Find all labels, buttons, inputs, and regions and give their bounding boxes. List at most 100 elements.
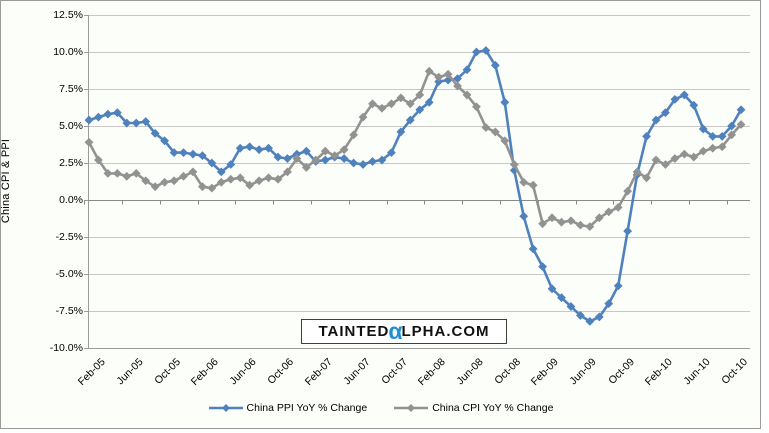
data-point-ppi (415, 105, 425, 115)
data-point-ppi (566, 302, 576, 311)
data-point-cpi (207, 183, 217, 193)
data-point-cpi (727, 130, 736, 140)
data-point-cpi (689, 152, 699, 162)
data-point-cpi (453, 81, 462, 91)
data-point-cpi (679, 149, 689, 159)
data-point-ppi (84, 115, 94, 125)
y-tick-label: -2.5% (55, 231, 83, 243)
data-point-cpi (283, 167, 292, 177)
data-point-cpi (311, 155, 321, 165)
data-point-ppi (368, 157, 377, 166)
data-point-cpi (708, 143, 718, 153)
data-point-ppi (254, 145, 264, 155)
data-point-cpi (717, 142, 727, 152)
data-point-cpi (216, 177, 226, 187)
data-point-cpi (94, 155, 103, 165)
data-point-cpi (368, 99, 377, 109)
data-point-ppi (679, 90, 689, 100)
data-point-ppi (519, 211, 529, 221)
data-point-cpi (576, 220, 585, 230)
data-point-ppi (528, 244, 538, 254)
data-point-cpi (490, 127, 500, 137)
data-point-cpi (632, 167, 642, 177)
y-axis-title: China CPI & PPI (0, 138, 12, 224)
y-tick-label: -10.0% (49, 342, 83, 354)
y-tick-label: 10.0% (53, 46, 83, 58)
data-point-cpi (519, 177, 529, 187)
data-point-cpi (651, 155, 661, 165)
data-point-cpi (604, 207, 614, 217)
data-point-cpi (254, 176, 264, 186)
data-point-ppi (434, 77, 444, 86)
data-point-cpi (160, 177, 169, 187)
y-tick-label: 5.0% (59, 120, 83, 132)
data-point-ppi (462, 65, 472, 75)
data-point-ppi (226, 160, 236, 169)
data-point-ppi (235, 143, 245, 153)
data-point-cpi (358, 112, 368, 122)
data-point-cpi (301, 163, 311, 172)
legend-label-cpi: China CPI YoY % Change (432, 402, 554, 414)
data-point-ppi (188, 149, 198, 159)
y-tick-label: 0.0% (59, 194, 83, 206)
data-point-cpi (131, 168, 141, 178)
data-point-ppi (216, 167, 226, 177)
data-point-ppi (207, 158, 217, 168)
data-point-ppi (160, 136, 169, 146)
data-point-ppi (264, 143, 273, 153)
data-point-cpi (339, 145, 349, 155)
cpi-line-marker-icon (394, 404, 429, 412)
legend-label-ppi: China PPI YoY % Change (246, 402, 368, 414)
data-point-ppi (472, 47, 481, 57)
alpha-symbol: α (388, 317, 403, 344)
data-point-cpi (642, 173, 651, 183)
y-tick-label: -7.5% (55, 305, 83, 317)
data-point-cpi (594, 213, 604, 223)
data-point-ppi (661, 108, 670, 118)
data-point-cpi (273, 174, 283, 184)
data-point-ppi (698, 124, 708, 134)
data-point-ppi (585, 316, 595, 326)
data-point-ppi (576, 311, 585, 320)
data-point-ppi (424, 97, 434, 107)
data-point-cpi (169, 176, 179, 186)
data-point-cpi (736, 120, 746, 129)
data-point-ppi (103, 109, 113, 119)
data-point-ppi (736, 105, 746, 115)
data-point-cpi (481, 123, 491, 132)
data-point-ppi (339, 154, 349, 163)
data-point-cpi (661, 160, 670, 169)
data-point-cpi (509, 160, 519, 169)
data-point-ppi (670, 94, 680, 104)
data-point-ppi (122, 118, 132, 128)
data-point-cpi (103, 168, 113, 178)
data-point-cpi (698, 146, 708, 156)
legend-item-cpi: China CPI YoY % Change (393, 402, 553, 414)
data-point-ppi (405, 115, 415, 125)
data-point-cpi (434, 72, 444, 82)
data-point-ppi (453, 74, 462, 84)
y-tick-label: -5.0% (55, 268, 83, 280)
series-line-ppi (87, 49, 743, 323)
data-point-cpi (112, 168, 122, 178)
data-point-cpi (415, 90, 425, 100)
data-point-cpi (405, 99, 415, 109)
data-point-ppi (358, 160, 368, 169)
data-point-ppi (131, 118, 141, 128)
data-point-cpi (613, 203, 623, 212)
y-tick-label: 2.5% (59, 157, 83, 169)
data-point-cpi (424, 66, 434, 76)
data-point-cpi (557, 217, 566, 227)
data-point-cpi (292, 154, 302, 163)
data-point-cpi (122, 171, 132, 181)
data-point-cpi (396, 93, 406, 103)
data-point-ppi (198, 151, 207, 160)
data-point-cpi (377, 103, 387, 113)
data-point-ppi (349, 158, 358, 168)
data-point-cpi (547, 213, 557, 223)
data-point-ppi (689, 100, 699, 110)
data-point-cpi (235, 173, 245, 183)
data-point-cpi (141, 176, 151, 186)
